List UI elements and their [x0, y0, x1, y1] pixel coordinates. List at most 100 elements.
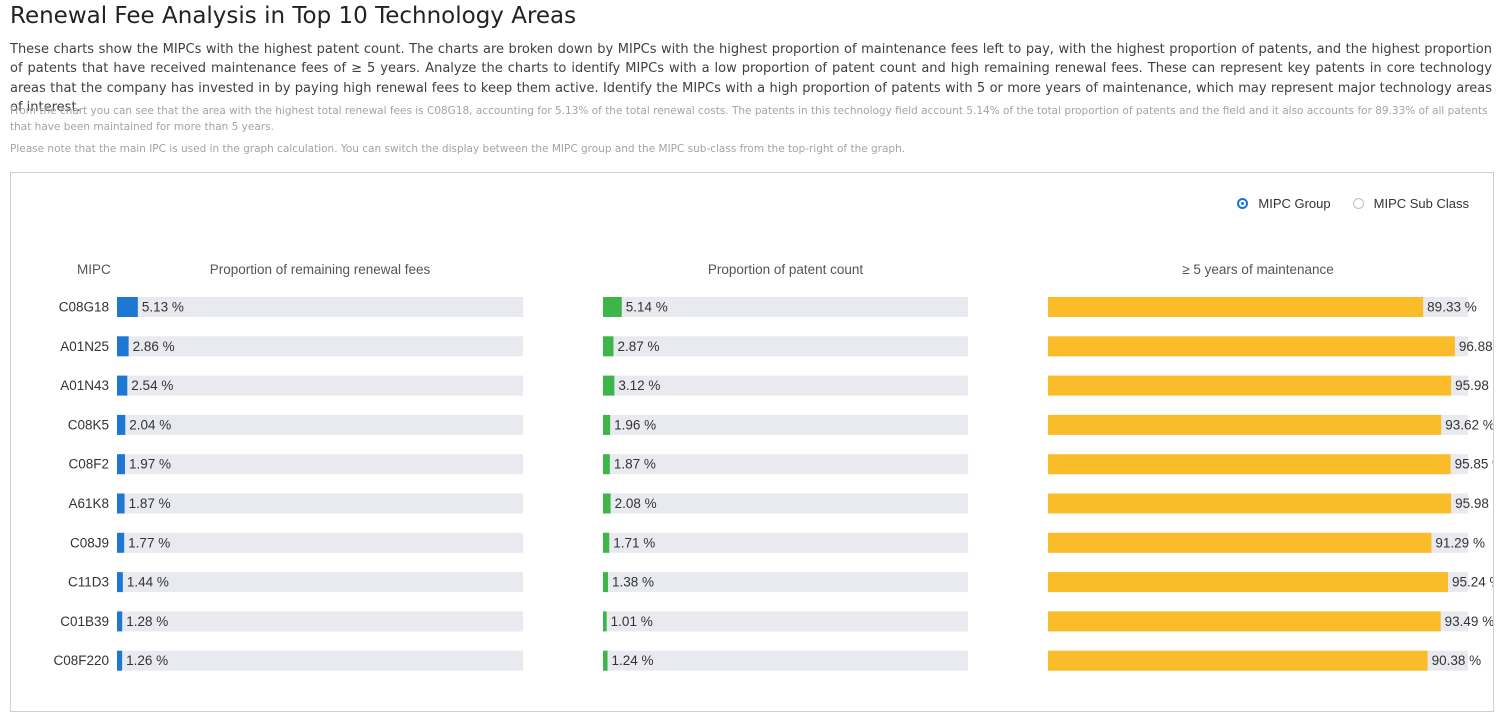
- bar-proportion-of-patent-count-c08f220: [603, 650, 608, 671]
- bar-track: [603, 454, 968, 475]
- value-label-proportion-of-remaining-renewal-fees-c01b39: 1.28 %: [126, 614, 168, 629]
- bar-5-years-of-maintenance-c08j9: [1048, 532, 1432, 553]
- value-label-proportion-of-remaining-renewal-fees-a01n43: 2.54 %: [131, 378, 173, 393]
- bar-proportion-of-remaining-renewal-fees-a61k8: [117, 493, 125, 514]
- value-label-proportion-of-remaining-renewal-fees-c08f2: 1.97 %: [129, 457, 171, 472]
- bar-proportion-of-remaining-renewal-fees-a01n43: [117, 375, 128, 396]
- value-label-5-years-of-maintenance-c08k5: 93.62 %: [1445, 417, 1493, 432]
- bar-track: [117, 493, 523, 514]
- value-label-proportion-of-remaining-renewal-fees-c08f220: 1.26 %: [126, 653, 168, 668]
- value-label-proportion-of-remaining-renewal-fees-a61k8: 1.87 %: [129, 496, 171, 511]
- value-label-proportion-of-patent-count-a01n43: 3.12 %: [618, 378, 660, 393]
- bar-proportion-of-patent-count-c11d3: [603, 572, 609, 593]
- value-label-5-years-of-maintenance-c08j9: 91.29 %: [1435, 535, 1485, 550]
- value-label-proportion-of-patent-count-c01b39: 1.01 %: [611, 614, 653, 629]
- bar-5-years-of-maintenance-c08f2: [1048, 454, 1451, 475]
- bar-track: [117, 297, 523, 317]
- bar-proportion-of-remaining-renewal-fees-c08f220: [117, 650, 123, 671]
- value-label-proportion-of-patent-count-c08g18: 5.14 %: [626, 300, 668, 315]
- page-description: These charts show the MIPCs with the hig…: [10, 42, 1492, 115]
- bar-proportion-of-patent-count-c01b39: [603, 611, 607, 632]
- bar-track: [117, 414, 523, 435]
- value-label-proportion-of-remaining-renewal-fees-c08j9: 1.77 %: [128, 535, 170, 550]
- bar-proportion-of-remaining-renewal-fees-c08k5: [117, 414, 126, 435]
- category-label-a61k8: A61K8: [68, 496, 109, 511]
- value-label-proportion-of-patent-count-c08f220: 1.24 %: [612, 653, 654, 668]
- radio-unchecked-icon[interactable]: [1352, 198, 1364, 209]
- bar-track: [603, 611, 968, 632]
- value-label-5-years-of-maintenance-a01n43: 95.98 %: [1455, 378, 1493, 393]
- insight-note: From the chart you can see that the area…: [10, 105, 1488, 133]
- radio-checked-icon[interactable]: [1237, 198, 1249, 209]
- bar-track: [603, 414, 968, 435]
- bar-proportion-of-patent-count-a61k8: [603, 493, 611, 514]
- bar-5-years-of-maintenance-c11d3: [1048, 572, 1449, 593]
- bar-track: [603, 336, 968, 357]
- value-label-proportion-of-remaining-renewal-fees-a01n25: 2.86 %: [133, 339, 175, 354]
- bar-proportion-of-remaining-renewal-fees-c08g18: [117, 297, 138, 317]
- value-label-5-years-of-maintenance-c08g18: 89.33 %: [1427, 300, 1477, 315]
- category-label-c08j9: C08J9: [70, 535, 109, 550]
- page-title: Renewal Fee Analysis in Top 10 Technolog…: [10, 3, 577, 29]
- bar-track: [117, 454, 523, 475]
- bar-proportion-of-remaining-renewal-fees-c11d3: [117, 572, 123, 593]
- bar-proportion-of-remaining-renewal-fees-c08f2: [117, 454, 125, 475]
- bar-track: [603, 297, 968, 317]
- bar-proportion-of-remaining-renewal-fees-a01n25: [117, 336, 129, 357]
- renewal-fees-header: Proportion of remaining renewal fees: [209, 262, 431, 277]
- bar-proportion-of-patent-count-c08j9: [603, 532, 610, 553]
- bar-track: [117, 532, 523, 553]
- bar-5-years-of-maintenance-c08f220: [1048, 650, 1428, 671]
- bar-charts: C08G18 5.13 % 5.14 % 89.33 % A01N25 2.86 % 2.8…: [53, 297, 1493, 671]
- bar-track: [117, 336, 523, 357]
- value-label-proportion-of-patent-count-a01n25: 2.87 %: [617, 339, 659, 354]
- bar-track: [117, 650, 523, 671]
- bar-track: [603, 572, 968, 593]
- bar-track: [117, 572, 523, 593]
- bar-proportion-of-remaining-renewal-fees-c01b39: [117, 611, 123, 632]
- bar-5-years-of-maintenance-a01n25: [1048, 336, 1455, 357]
- value-label-proportion-of-patent-count-a61k8: 2.08 %: [615, 496, 657, 511]
- category-label-c11d3: C11D3: [68, 575, 109, 590]
- bar-proportion-of-remaining-renewal-fees-c08j9: [117, 532, 125, 553]
- category-label-a01n25: A01N25: [60, 339, 109, 354]
- bar-track: [603, 532, 968, 553]
- bar-5-years-of-maintenance-a01n43: [1048, 375, 1452, 396]
- radio-mipc-subclass[interactable]: MIPC Sub Class: [1352, 196, 1469, 211]
- category-label-c01b39: C01B39: [60, 614, 109, 629]
- radio-mipc-subclass-label: MIPC Sub Class: [1373, 196, 1469, 211]
- category-label-c08f2: C08F2: [68, 457, 109, 472]
- category-label-c08k5: C08K5: [68, 417, 109, 432]
- mipc-level-toggle: MIPC Group MIPC Sub Class: [1215, 196, 1469, 211]
- bar-track: [603, 375, 968, 396]
- category-label-a01n43: A01N43: [60, 378, 109, 393]
- value-label-proportion-of-patent-count-c08f2: 1.87 %: [614, 457, 656, 472]
- bar-proportion-of-patent-count-a01n43: [603, 375, 615, 396]
- bar-5-years-of-maintenance-c08k5: [1048, 414, 1442, 435]
- bar-5-years-of-maintenance-c01b39: [1048, 611, 1441, 632]
- bar-proportion-of-patent-count-c08g18: [603, 297, 622, 317]
- value-label-proportion-of-remaining-renewal-fees-c11d3: 1.44 %: [127, 575, 169, 590]
- value-label-5-years-of-maintenance-a01n25: 96.88 %: [1459, 339, 1493, 354]
- bar-proportion-of-patent-count-a01n25: [603, 336, 614, 357]
- mipc-column-header: MIPC: [77, 262, 111, 277]
- bar-5-years-of-maintenance-a61k8: [1048, 493, 1452, 514]
- calculation-note: Please note that the main IPC is used in…: [10, 143, 906, 155]
- bar-track: [603, 493, 968, 514]
- value-label-5-years-of-maintenance-c08f2: 95.85 %: [1455, 457, 1493, 472]
- value-label-5-years-of-maintenance-c01b39: 93.49 %: [1445, 614, 1493, 629]
- value-label-proportion-of-patent-count-c11d3: 1.38 %: [612, 575, 654, 590]
- patent-count-header: Proportion of patent count: [707, 262, 864, 277]
- bar-proportion-of-patent-count-c08k5: [603, 414, 611, 435]
- value-label-5-years-of-maintenance-c11d3: 95.24 %: [1452, 575, 1493, 590]
- value-label-proportion-of-remaining-renewal-fees-c08k5: 2.04 %: [129, 417, 171, 432]
- radio-mipc-group-label: MIPC Group: [1258, 196, 1331, 211]
- bar-5-years-of-maintenance-c08g18: [1048, 297, 1424, 317]
- radio-mipc-group[interactable]: MIPC Group: [1237, 196, 1331, 211]
- value-label-proportion-of-patent-count-c08k5: 1.96 %: [614, 417, 656, 432]
- value-label-5-years-of-maintenance-a61k8: 95.98 %: [1455, 496, 1493, 511]
- bar-proportion-of-patent-count-c08f2: [603, 454, 610, 475]
- value-label-5-years-of-maintenance-c08f220: 90.38 %: [1432, 653, 1482, 668]
- chart-panel: MIPC Group MIPC Sub Class MIPC Proportio…: [10, 172, 1494, 712]
- category-label-c08f220: C08F220: [53, 653, 109, 668]
